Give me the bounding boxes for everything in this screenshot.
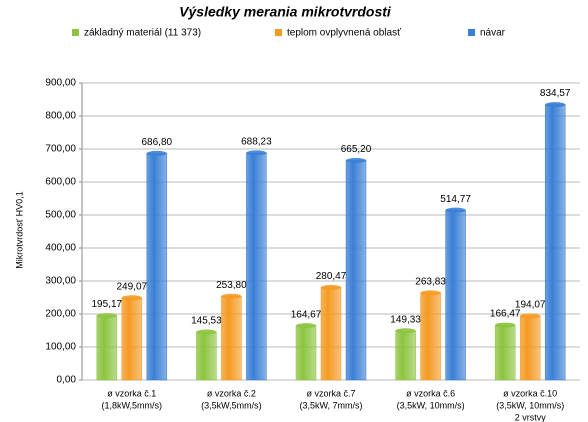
- x-tick-label: (3,5kW, 10mm/s): [496, 400, 564, 410]
- x-tick-label: ø vzorka č.10: [503, 388, 557, 398]
- bar-top: [395, 328, 416, 334]
- y-tick-label: 900,00: [45, 78, 76, 89]
- bar: [395, 330, 416, 381]
- x-tick-label: (3,5kW,5mm/s): [201, 400, 262, 410]
- y-tick-label: 0,00: [57, 375, 77, 386]
- x-tick-label: (1,8kW,5mm/s): [102, 400, 163, 410]
- bar-top: [545, 102, 566, 108]
- bar-top: [520, 313, 541, 319]
- value-label: 514,77: [440, 194, 471, 205]
- legend-swatch: [275, 29, 282, 36]
- bar: [445, 209, 466, 381]
- x-tick-label: ø vzorka č.2: [207, 388, 256, 398]
- bar-top: [346, 157, 366, 163]
- bar: [221, 295, 242, 381]
- bar-top: [420, 290, 441, 296]
- x-tick-label: (3,5kW, 7mm/s): [299, 400, 362, 410]
- x-tick-label: ø vzorka č.7: [306, 388, 355, 398]
- bar: [146, 153, 168, 381]
- bar-top: [96, 313, 117, 319]
- value-label: 194,07: [515, 300, 546, 311]
- bar: [345, 160, 367, 381]
- bar-top: [495, 322, 516, 328]
- value-label: 834,57: [540, 88, 571, 99]
- value-label: 249,07: [117, 281, 148, 292]
- x-tick-label: 2 vrstvy: [515, 412, 547, 422]
- bar: [246, 152, 267, 381]
- chart-title: Výsledky merania mikrotvrdosti: [179, 4, 392, 20]
- y-tick-label: 700,00: [45, 144, 76, 155]
- y-axis-label: Mikrotvrdosť HV0,1: [14, 191, 24, 268]
- value-label: 145,53: [191, 316, 222, 327]
- value-label: 686,80: [142, 137, 173, 148]
- x-tick-label: ø vzorka č.6: [406, 388, 455, 398]
- bar: [121, 297, 143, 381]
- value-label: 688,23: [241, 137, 272, 148]
- legend-label: teplom ovplyvnená oblasť: [287, 28, 401, 39]
- value-label: 253,80: [216, 280, 247, 291]
- bar-top: [445, 207, 466, 213]
- y-tick-label: 600,00: [45, 177, 76, 188]
- value-label: 149,33: [390, 314, 421, 325]
- value-label: 263,83: [415, 277, 446, 288]
- y-tick-label: 800,00: [45, 111, 76, 122]
- y-tick-label: 200,00: [45, 309, 76, 320]
- bar-top: [246, 150, 267, 156]
- bar-top: [196, 329, 217, 335]
- value-label: 280,47: [316, 271, 347, 282]
- legend-label: základný materiál (11 373): [84, 28, 201, 39]
- bar: [320, 287, 342, 381]
- bar: [494, 324, 516, 381]
- value-label: 164,67: [291, 309, 322, 320]
- legend-swatch: [468, 29, 475, 36]
- y-tick-label: 300,00: [45, 276, 76, 287]
- y-tick-label: 500,00: [45, 210, 76, 221]
- y-tick-label: 100,00: [45, 342, 76, 353]
- bar: [420, 292, 441, 381]
- bar-top: [121, 295, 142, 301]
- legend-swatch: [72, 29, 79, 36]
- bar-top: [221, 293, 242, 299]
- x-tick-label: (3,5kW, 10mm/s): [397, 400, 465, 410]
- y-tick-label: 400,00: [45, 243, 76, 254]
- value-label: 665,20: [341, 144, 372, 155]
- bar: [544, 104, 566, 381]
- value-label: 195,17: [92, 299, 123, 310]
- bar: [519, 315, 541, 381]
- x-tick-label: ø vzorka č.1: [107, 388, 156, 398]
- legend-label: návar: [480, 28, 506, 39]
- bar-top: [321, 284, 341, 290]
- bar: [295, 325, 317, 381]
- bar: [96, 315, 118, 381]
- value-label: 166,47: [490, 309, 521, 320]
- bar-top: [146, 150, 167, 156]
- bar-top: [296, 323, 316, 329]
- bar: [196, 331, 217, 381]
